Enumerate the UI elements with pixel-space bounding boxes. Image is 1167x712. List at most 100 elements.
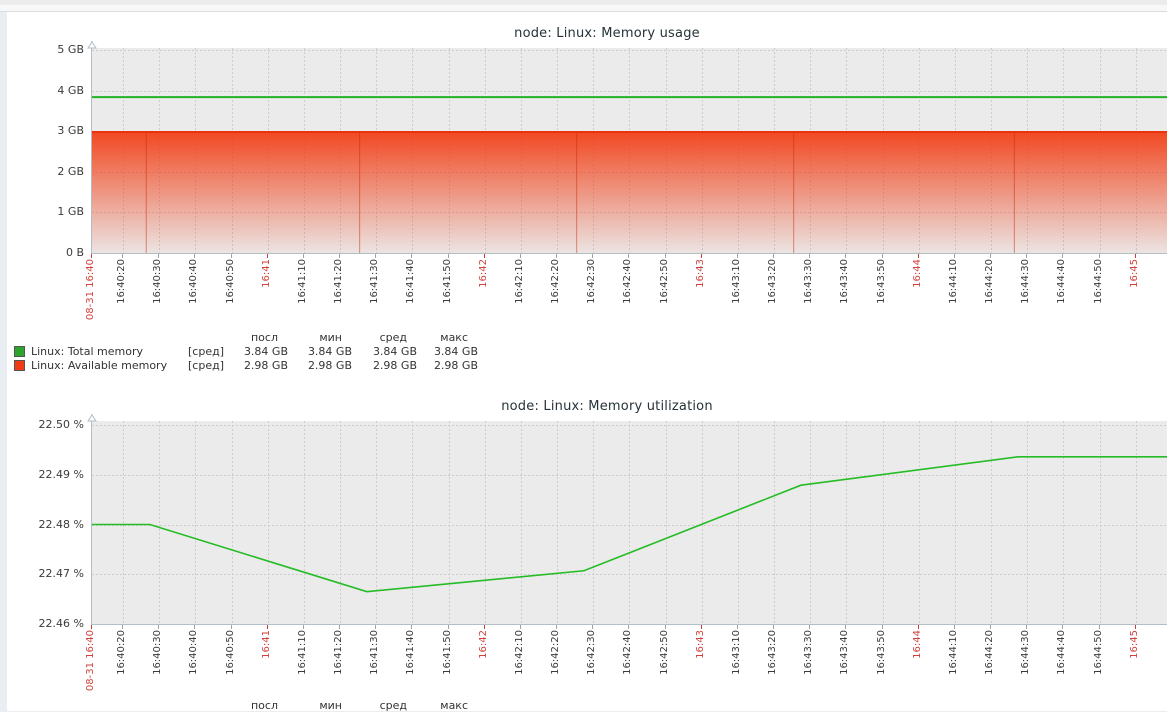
second-tick-mark [1026, 625, 1027, 629]
legend-func: [сред] [188, 359, 224, 372]
second-tick-mark [520, 254, 521, 258]
legend-header-макс: макс [440, 699, 468, 712]
second-tick-mark [1099, 625, 1100, 629]
x-tick-label: 16:42:50 [659, 630, 670, 675]
chart-plot-area[interactable] [91, 421, 1167, 625]
minute-tick-mark [918, 625, 919, 629]
legend-value: 3.84 GB [433, 345, 478, 358]
second-tick-mark [158, 625, 159, 629]
second-tick-mark [628, 625, 629, 629]
legend-value: 2.98 GB [243, 359, 288, 372]
y-tick-label: 3 GB [57, 124, 84, 138]
x-tick-label: 16:44:50 [1093, 630, 1104, 675]
legend-series-name: Linux: Total memory [31, 345, 143, 358]
available-memory-area [92, 132, 1167, 253]
x-tick-label: 16:41:50 [442, 259, 453, 304]
x-tick-label: 16:42:30 [586, 630, 597, 675]
y-tick-label: 22.48 % [38, 517, 84, 531]
second-tick-mark [448, 625, 449, 629]
second-tick-mark [845, 254, 846, 258]
x-tick-label: 16:44:10 [948, 259, 959, 304]
second-tick-mark [592, 254, 593, 258]
y-tick-label: 4 GB [57, 83, 84, 97]
second-tick-mark [194, 254, 195, 258]
x-tick-label: 16:44:40 [1056, 259, 1067, 304]
x-tick-label: 16:43:10 [731, 630, 742, 675]
legend-header-посл: посл [250, 331, 278, 344]
x-tick-label: 16:40:20 [116, 630, 127, 675]
second-tick-mark [954, 625, 955, 629]
legend-swatch [14, 346, 25, 357]
legend-header-мин: мин [319, 699, 342, 712]
x-tick-label: 16:42:40 [622, 259, 633, 304]
second-tick-mark [231, 625, 232, 629]
legend-header-макс: макс [440, 331, 468, 344]
minute-tick-mark [701, 625, 702, 629]
second-tick-mark [665, 254, 666, 258]
x-tick-label: 16:44:10 [948, 630, 959, 675]
second-tick-mark [1099, 254, 1100, 258]
second-tick-mark [520, 625, 521, 629]
x-tick-label: 16:40:40 [188, 259, 199, 304]
legend-func: [сред] [188, 345, 224, 358]
second-tick-mark [231, 254, 232, 258]
second-tick-mark [556, 254, 557, 258]
x-tick-label: 16:41:40 [405, 259, 416, 304]
second-tick-mark [1062, 254, 1063, 258]
legend-header-посл: посл [250, 699, 278, 712]
y-tick-label: 5 GB [57, 43, 84, 56]
x-tick-label: 16:41:20 [333, 259, 344, 304]
second-tick-mark [773, 625, 774, 629]
second-tick-mark [339, 625, 340, 629]
second-tick-mark [339, 254, 340, 258]
memory-utilization-line [92, 456, 1167, 593]
second-tick-mark [194, 625, 195, 629]
legend-value: 2.98 GB [433, 359, 478, 372]
y-tick-label: 22.47 % [38, 567, 84, 581]
second-tick-mark [303, 625, 304, 629]
x-tick-label: 08-31 16:40 [85, 630, 96, 692]
second-tick-mark [882, 254, 883, 258]
minute-tick-mark [91, 254, 92, 258]
minute-tick-mark [1135, 625, 1136, 629]
memory-usage-chart-title: node: Linux: Memory usage [514, 26, 700, 41]
x-tick-label: 16:44:40 [1056, 630, 1067, 675]
minute-tick-mark [91, 625, 92, 629]
second-tick-mark [448, 254, 449, 258]
x-tick-label: 16:42:20 [550, 259, 561, 304]
x-tick-label: 16:42:10 [514, 630, 525, 675]
minute-tick-mark [267, 625, 268, 629]
x-tick-label: 16:41:30 [369, 259, 380, 304]
second-tick-mark [737, 625, 738, 629]
y-axis-arrow-icon [87, 407, 97, 422]
x-tick-label: 16:42:20 [550, 630, 561, 675]
chart-svg [92, 421, 1167, 624]
page-top-strip [0, 5, 1167, 12]
x-tick-label: 16:44 [912, 259, 923, 288]
x-tick-label: 16:43:10 [731, 259, 742, 304]
browser-top-strip [0, 0, 1167, 5]
minute-tick-mark [484, 254, 485, 258]
second-tick-mark [809, 254, 810, 258]
gridlines [92, 421, 1167, 624]
second-tick-mark [954, 254, 955, 258]
legend-value: 3.84 GB [372, 345, 417, 358]
x-tick-label: 16:43:40 [839, 259, 850, 304]
second-tick-mark [1026, 254, 1027, 258]
x-tick-label: 16:44:20 [984, 259, 995, 304]
legend-value: 3.84 GB [307, 345, 352, 358]
x-tick-label: 16:44:20 [984, 630, 995, 675]
x-tick-label: 16:40:30 [152, 259, 163, 304]
y-tick-label: 2 GB [57, 164, 84, 178]
x-tick-label: 16:40:50 [225, 630, 236, 675]
y-tick-label: 0 B [65, 246, 84, 259]
x-tick-label: 16:40:20 [116, 259, 127, 304]
x-tick-label: 16:41:20 [333, 630, 344, 675]
x-tick-label: 16:42 [478, 630, 489, 659]
chart-plot-area[interactable] [91, 48, 1167, 254]
second-tick-mark [122, 625, 123, 629]
x-tick-label: 16:44:50 [1093, 259, 1104, 304]
legend-header-мин: мин [319, 331, 342, 344]
x-tick-label: 16:42:50 [659, 259, 670, 304]
